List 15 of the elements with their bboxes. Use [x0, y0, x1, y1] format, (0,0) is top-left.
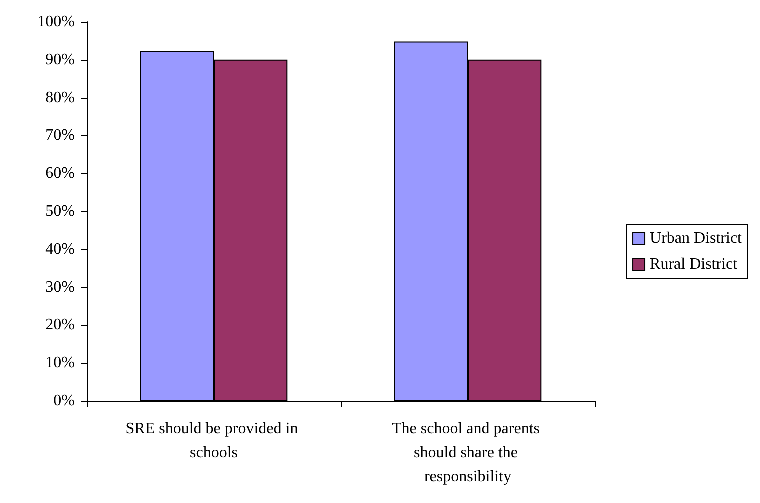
x-tick-label: The school and parents should share the responsibility — [392, 420, 544, 486]
y-tick-label: 70% — [46, 127, 75, 144]
y-tick-label: 0% — [54, 392, 75, 410]
y-tick-label: 100% — [38, 14, 75, 30]
x-tick-label: SRE should be provided in schools — [126, 420, 302, 462]
y-tick-label: 40% — [46, 240, 75, 258]
y-tick-label: 50% — [46, 203, 75, 220]
y-tick-label: 10% — [46, 354, 75, 372]
y-tick-label: 20% — [46, 316, 75, 334]
legend-label: Rural District — [650, 256, 738, 273]
y-tick-label: 80% — [46, 89, 75, 106]
legend-label: Urban District — [650, 230, 743, 247]
y-tick-label: 30% — [46, 278, 75, 296]
y-tick-label: 90% — [46, 51, 75, 68]
y-tick-label: 60% — [46, 165, 75, 182]
